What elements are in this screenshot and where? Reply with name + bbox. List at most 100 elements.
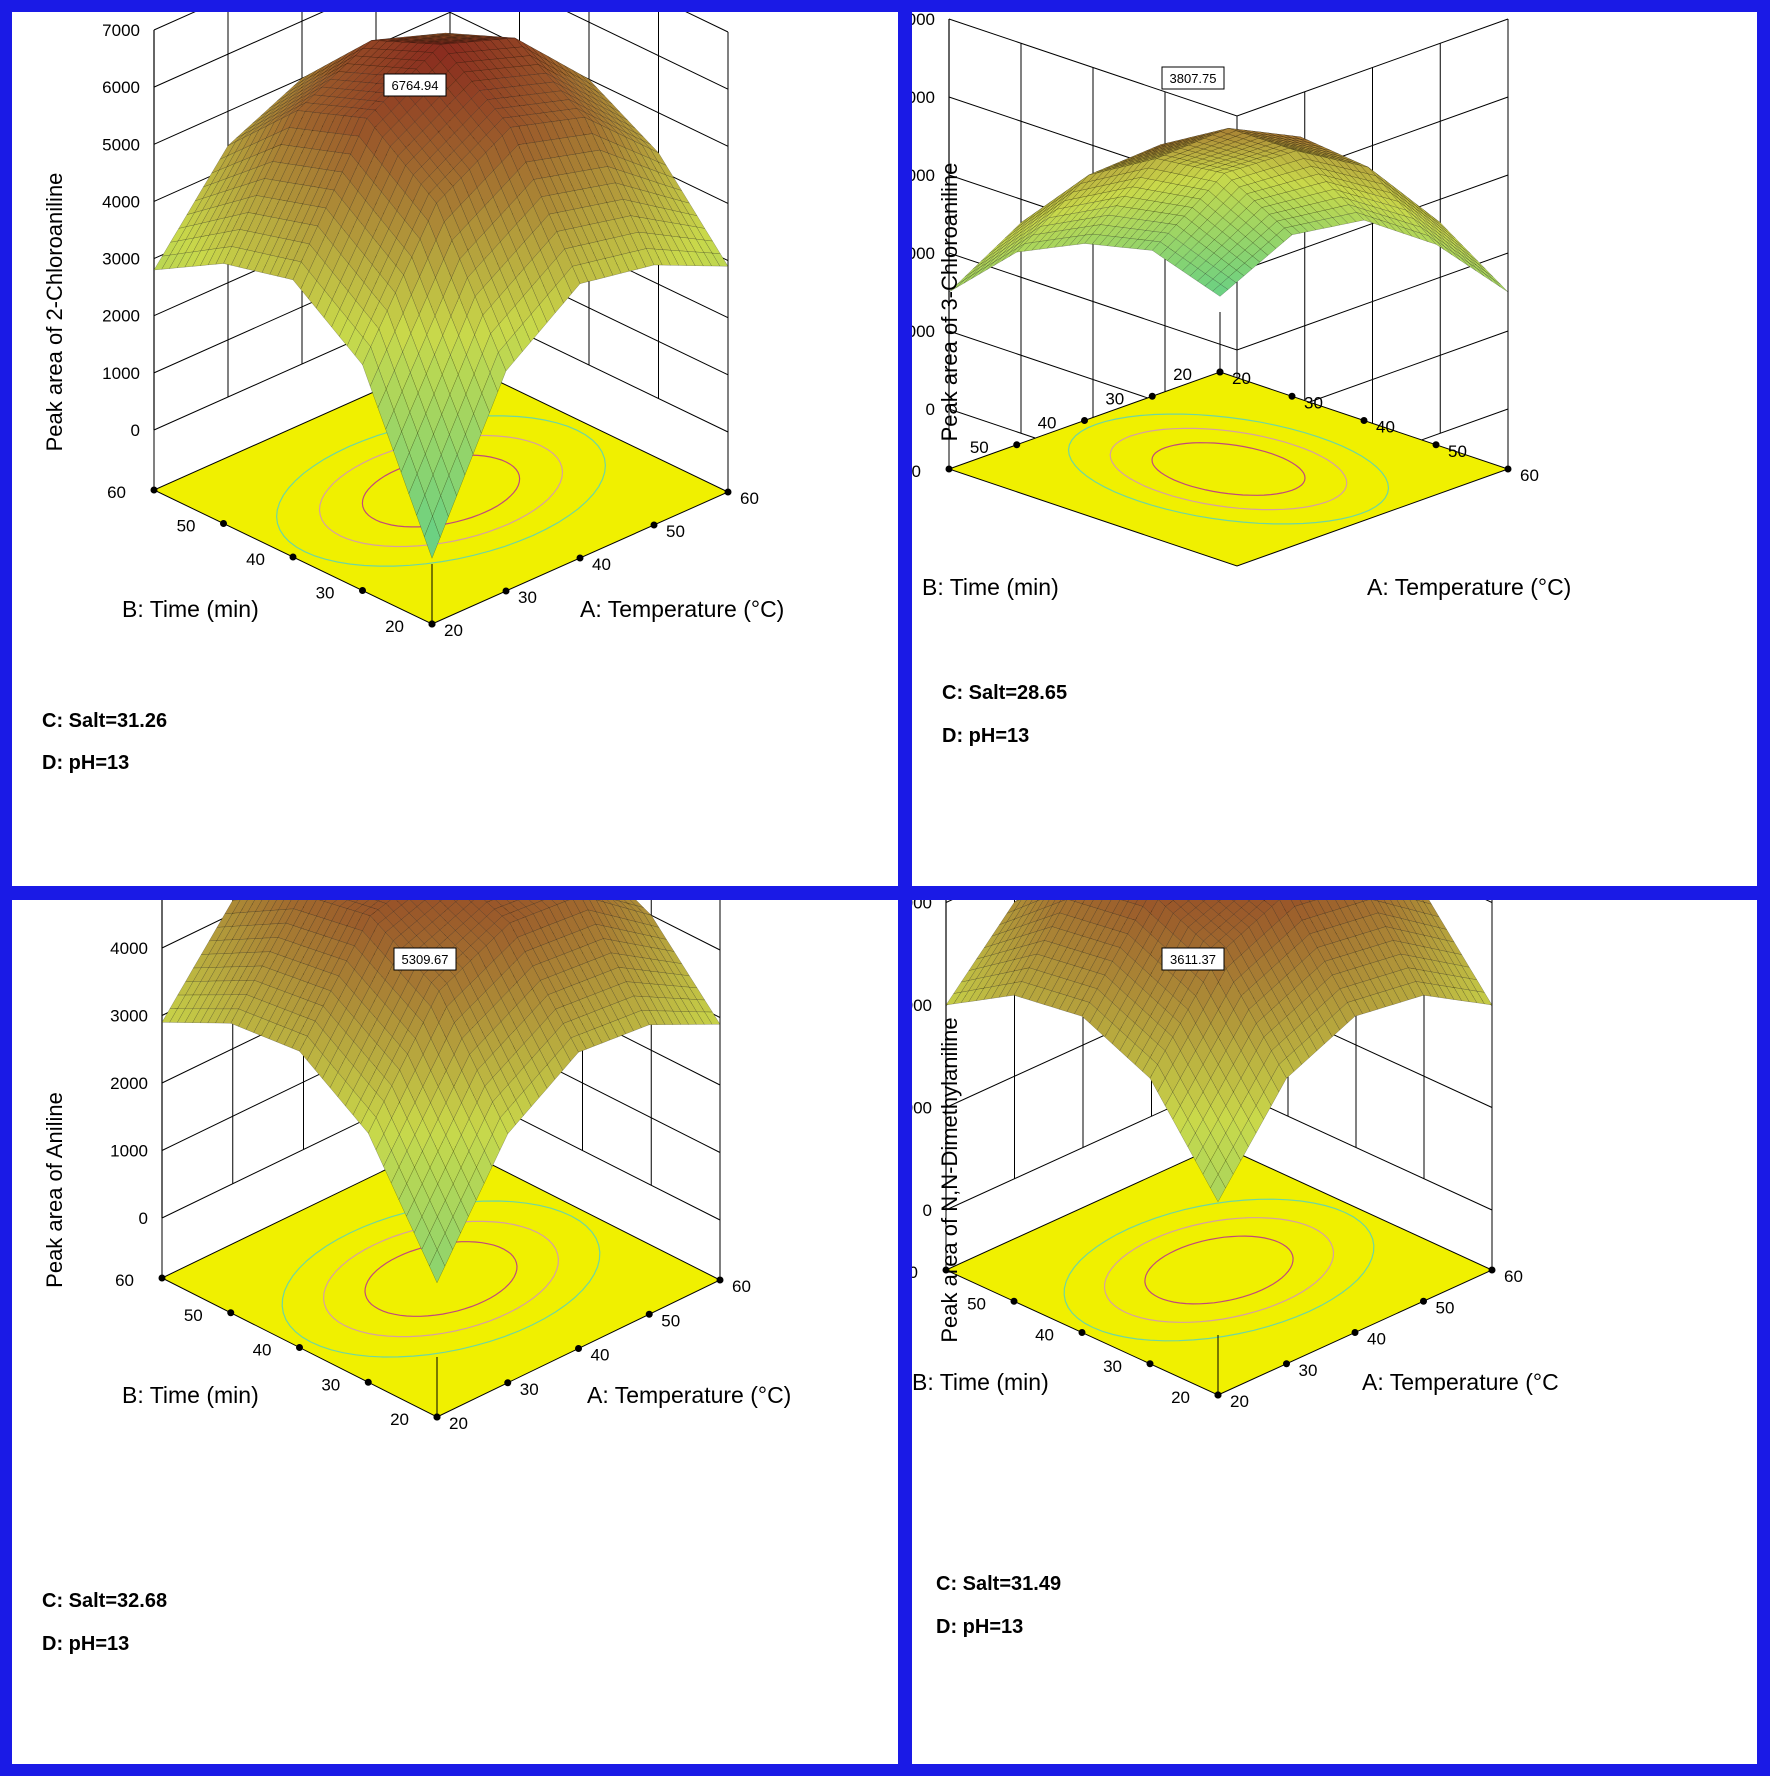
- surface-cell: [324, 244, 342, 273]
- surface-cell: [395, 274, 412, 314]
- surface-cell: [384, 1036, 401, 1062]
- surface-cell: [199, 1008, 217, 1024]
- surface-cell: [377, 388, 395, 430]
- surface-cell: [1131, 187, 1149, 200]
- surface-cell: [431, 929, 448, 946]
- surface-cell: [1212, 283, 1229, 297]
- surface-cell: [1356, 212, 1373, 224]
- z-tick-label: 1000: [912, 322, 935, 341]
- surface-cell: [215, 246, 233, 265]
- surface-cell: [404, 36, 421, 38]
- condition-salt: C: Salt=28.65: [942, 682, 1068, 704]
- surface-cell: [1446, 951, 1463, 967]
- z-tick-label: 5000: [102, 135, 140, 154]
- surface-cell: [347, 44, 364, 57]
- surface-cell: [1065, 180, 1082, 195]
- surface-cell: [450, 296, 468, 337]
- x-tick-label: 40: [591, 1346, 610, 1365]
- surface-cell: [1367, 173, 1385, 185]
- surface-cell: [276, 92, 293, 105]
- surface-cell: [259, 114, 276, 127]
- axis-ticks: 20 30 40 50 60 20 30 40 50 60 0 1000 2000 3000 4000 500…: [912, 12, 1539, 485]
- surface-cell: [307, 967, 324, 986]
- surface-cell: [457, 40, 474, 43]
- surface-cell: [1080, 172, 1098, 185]
- surface-cell: [240, 180, 258, 201]
- surface-cell: [1423, 970, 1440, 986]
- surface-cell: [437, 141, 455, 160]
- surface-cell: [398, 129, 415, 149]
- surface-cell: [339, 318, 356, 347]
- surface-cell: [239, 230, 256, 251]
- surface-cell: [1291, 139, 1308, 145]
- surface-cell: [440, 53, 457, 72]
- surface-cell: [324, 271, 341, 301]
- y-tick-label: 50: [970, 438, 989, 457]
- surface-cell: [488, 58, 506, 69]
- surface-cell: [556, 936, 573, 955]
- surface-cell: [354, 930, 371, 955]
- surface-cell: [322, 1062, 339, 1089]
- surface-cell: [442, 38, 459, 41]
- surface-cell: [1281, 145, 1297, 151]
- surface-cell: [1266, 139, 1283, 144]
- surface-plot-2-chloroaniline: 20 30 40 50 60 20 30 40 50 60 0 1000 2000 3000 4000 500…: [42, 12, 784, 640]
- surface-cell: [1422, 900, 1433, 905]
- surface-cell: [1086, 185, 1104, 197]
- surface-cell: [1004, 227, 1021, 242]
- surface-cell: [276, 95, 293, 108]
- surface-cell: [1132, 159, 1150, 172]
- surface-cell: [382, 128, 399, 147]
- surface-cell: [492, 1044, 509, 1070]
- surface-cell: [1220, 276, 1237, 290]
- x-tick-label: 50: [1448, 442, 1467, 461]
- surface-cell: [1107, 215, 1125, 227]
- surface-cell: [455, 900, 472, 910]
- surface-cell: [1149, 153, 1166, 160]
- surface-cell: [1383, 900, 1394, 906]
- surface-cell: [1396, 900, 1410, 910]
- surface-cell: [277, 900, 292, 911]
- surface-cell: [397, 165, 414, 194]
- surface-cell: [1297, 148, 1313, 154]
- surface-cell: [256, 178, 273, 198]
- surface-cell: [1084, 216, 1102, 228]
- surface-cell: [1100, 197, 1118, 209]
- x-tick-label: 50: [661, 1311, 680, 1330]
- surface-cell: [1119, 160, 1135, 167]
- y-tick-mark: [1013, 441, 1021, 449]
- surface-cell: [1053, 236, 1071, 248]
- surface-cell: [523, 286, 540, 315]
- surface-cell: [1373, 194, 1391, 206]
- surface-cell: [396, 900, 409, 906]
- y-tick-label: 60: [115, 1271, 134, 1290]
- surface-cell: [367, 91, 385, 102]
- surface-cell: [399, 1029, 416, 1055]
- surface-cell: [323, 67, 340, 80]
- surface-cell: [1351, 169, 1369, 181]
- surface-cell: [408, 473, 426, 516]
- surface-cell: [1094, 183, 1112, 196]
- surface-cell: [472, 60, 490, 71]
- surface-cell: [991, 940, 1008, 956]
- surface-cell: [308, 252, 326, 282]
- surface-cell: [467, 240, 485, 270]
- z-tick-label: 5000: [912, 12, 935, 29]
- surface-cell: [1018, 223, 1035, 238]
- z-tick-label: 3000: [110, 1007, 148, 1026]
- surface-cell: [438, 1070, 455, 1104]
- surface-cell: [1323, 217, 1341, 227]
- surface-cell: [269, 954, 286, 972]
- max-value-tag: 5309.67: [393, 947, 457, 971]
- surface-cell: [434, 296, 452, 337]
- surface-cell: [470, 125, 487, 144]
- surface-cell: [1144, 240, 1161, 251]
- surface-cell: [1023, 241, 1041, 252]
- x-tick-mark: [1288, 392, 1296, 400]
- surface-cell: [323, 63, 340, 77]
- surface-cell: [435, 38, 452, 40]
- surface-cell: [329, 79, 347, 89]
- surface-cell: [1273, 142, 1290, 148]
- surface-cell: [1042, 202, 1058, 216]
- z-tick-label: 0: [139, 1209, 148, 1228]
